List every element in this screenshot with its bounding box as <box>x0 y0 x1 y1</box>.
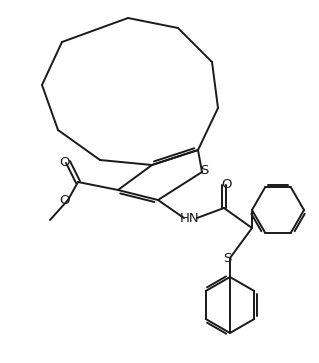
Text: S: S <box>223 253 231 265</box>
Text: HN: HN <box>180 212 200 224</box>
Text: O: O <box>59 155 69 168</box>
Text: O: O <box>59 195 69 208</box>
Text: O: O <box>222 178 232 191</box>
Text: S: S <box>200 164 208 178</box>
